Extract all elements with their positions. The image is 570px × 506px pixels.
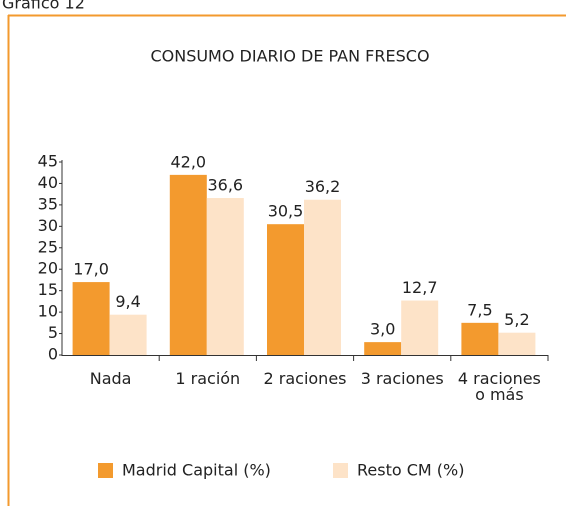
chart-title: CONSUMO DIARIO DE PAN FRESCO <box>150 47 429 66</box>
bar <box>72 282 110 355</box>
data-label: 3,0 <box>370 320 395 339</box>
bar <box>401 300 439 355</box>
data-label: 9,4 <box>115 292 140 311</box>
bar <box>304 199 341 355</box>
bar <box>267 224 304 355</box>
y-tick-label: 40 <box>38 173 58 192</box>
bar <box>364 342 402 355</box>
bar <box>169 174 207 355</box>
legend-label: Madrid Capital (%) <box>122 461 271 480</box>
data-label: 12,7 <box>402 278 438 297</box>
header: Gráfico 12 <box>2 0 85 13</box>
bar <box>498 332 536 355</box>
y-tick-label: 15 <box>38 280 58 299</box>
legend-swatch <box>333 463 348 478</box>
y-tick-label: 45 <box>38 152 58 171</box>
bar <box>461 322 499 355</box>
data-label: 36,2 <box>305 177 341 196</box>
x-tick-label: Nada <box>90 369 132 388</box>
data-label: 7,5 <box>467 300 492 319</box>
x-tick-label-line: 2 raciones <box>264 369 347 388</box>
y-tick-label: 35 <box>38 194 58 213</box>
y-tick-label: 20 <box>38 259 58 278</box>
bar <box>109 314 147 355</box>
y-tick-label: 25 <box>38 237 58 256</box>
x-tick-label-line: 4 raciones <box>458 369 541 388</box>
x-tick-label-line: o más <box>475 385 524 404</box>
data-label: 5,2 <box>504 310 529 329</box>
y-tick-label: 30 <box>38 216 58 235</box>
y-tick-label: 5 <box>48 323 58 342</box>
x-tick-label: 2 raciones <box>264 369 347 388</box>
data-label: 17,0 <box>73 260 109 279</box>
x-tick-label: 1 ración <box>175 369 240 388</box>
legend-swatch <box>98 463 113 478</box>
legend-label: Resto CM (%) <box>357 461 464 480</box>
data-label: 36,6 <box>207 176 243 195</box>
x-tick-label: 3 raciones <box>361 369 444 388</box>
data-label: 42,0 <box>170 152 206 171</box>
y-tick-label: 0 <box>48 345 58 364</box>
y-tick-label: 10 <box>38 302 58 321</box>
bar <box>206 198 244 355</box>
x-tick-label: 4 raciones o más <box>458 369 541 404</box>
x-tick-label-line: 1 ración <box>175 369 240 388</box>
x-tick-label-line: Nada <box>90 369 132 388</box>
x-tick-label-line: 3 raciones <box>361 369 444 388</box>
data-label: 30,5 <box>268 202 304 221</box>
